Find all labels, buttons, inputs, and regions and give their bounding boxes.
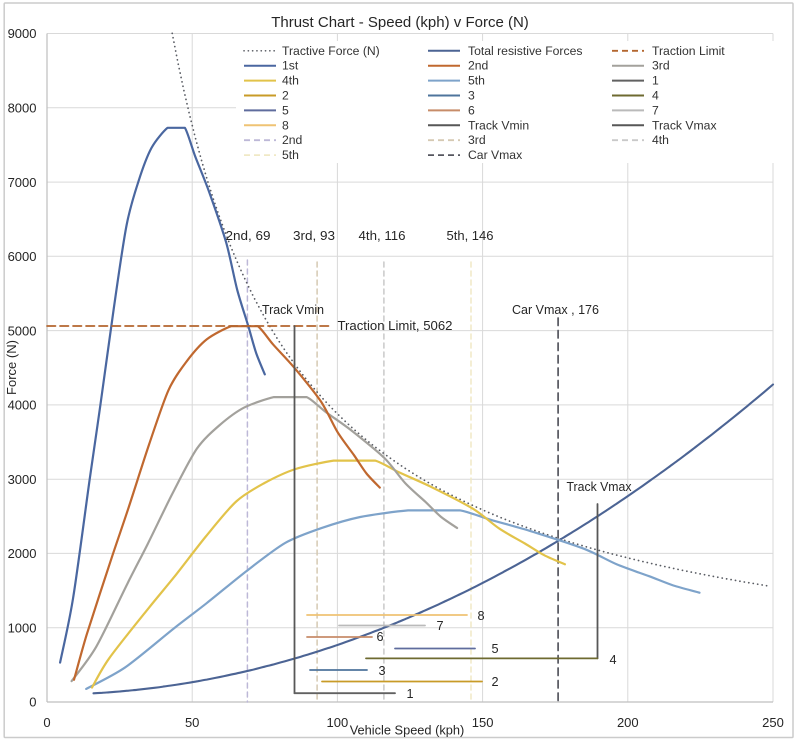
svg-text:8: 8 [282, 118, 289, 132]
svg-text:3: 3 [468, 89, 475, 103]
svg-text:200: 200 [617, 715, 639, 730]
svg-text:4th: 4th [282, 74, 299, 88]
svg-text:8000: 8000 [8, 101, 37, 116]
svg-text:5th: 5th [468, 74, 485, 88]
svg-text:4th: 4th [652, 133, 669, 147]
svg-text:Car Vmax: Car Vmax [468, 148, 522, 162]
svg-text:0: 0 [43, 715, 50, 730]
svg-text:3rd: 3rd [652, 59, 670, 73]
svg-text:Track Vmax: Track Vmax [652, 118, 717, 132]
svg-text:3000: 3000 [8, 472, 37, 487]
svg-text:2nd: 2nd [282, 133, 302, 147]
svg-text:2nd, 69: 2nd, 69 [226, 229, 271, 243]
svg-text:5th: 5th [282, 148, 299, 162]
svg-text:4th, 116: 4th, 116 [359, 229, 406, 243]
svg-text:5th, 146: 5th, 146 [447, 229, 494, 243]
svg-text:100: 100 [327, 715, 349, 730]
svg-text:2nd: 2nd [468, 59, 488, 73]
svg-text:6: 6 [468, 103, 475, 117]
svg-text:1: 1 [406, 687, 413, 701]
svg-text:Thrust Chart - Speed (kph) v F: Thrust Chart - Speed (kph) v Force (N) [271, 14, 529, 31]
svg-text:1: 1 [652, 74, 659, 88]
svg-text:2: 2 [282, 89, 289, 103]
svg-text:0: 0 [29, 695, 36, 710]
svg-text:4000: 4000 [8, 398, 37, 413]
svg-text:4: 4 [609, 653, 616, 667]
svg-text:50: 50 [185, 715, 199, 730]
svg-text:Track Vmax: Track Vmax [567, 480, 633, 494]
svg-text:4: 4 [652, 89, 659, 103]
svg-text:Traction Limit: Traction Limit [652, 44, 725, 58]
svg-text:1st: 1st [282, 59, 299, 73]
svg-text:250: 250 [762, 715, 784, 730]
svg-text:Total resistive Forces: Total resistive Forces [468, 44, 582, 58]
svg-text:9000: 9000 [8, 26, 37, 41]
svg-text:2000: 2000 [8, 546, 37, 561]
svg-text:6000: 6000 [8, 249, 37, 264]
svg-text:Force (N): Force (N) [4, 340, 19, 395]
svg-text:7: 7 [652, 103, 659, 117]
svg-text:1000: 1000 [8, 620, 37, 635]
svg-text:3: 3 [378, 664, 385, 678]
svg-text:Track Vmin: Track Vmin [262, 303, 324, 317]
svg-text:2: 2 [491, 675, 498, 689]
svg-text:3rd, 93: 3rd, 93 [293, 229, 335, 243]
svg-text:5000: 5000 [8, 323, 37, 338]
svg-text:Vehicle Speed (kph): Vehicle Speed (kph) [350, 723, 465, 738]
svg-text:150: 150 [472, 715, 494, 730]
svg-text:Track Vmin: Track Vmin [468, 118, 529, 132]
svg-text:5: 5 [491, 642, 498, 656]
svg-text:Tractive Force (N): Tractive Force (N) [282, 44, 380, 58]
svg-text:3rd: 3rd [468, 133, 486, 147]
svg-text:8: 8 [477, 609, 484, 623]
svg-text:5: 5 [282, 103, 289, 117]
svg-text:Car Vmax , 176: Car Vmax , 176 [512, 303, 599, 317]
svg-text:7: 7 [436, 619, 443, 633]
svg-text:Traction Limit, 5062: Traction Limit, 5062 [338, 319, 453, 333]
svg-text:7000: 7000 [8, 175, 37, 190]
svg-text:6: 6 [376, 630, 383, 644]
